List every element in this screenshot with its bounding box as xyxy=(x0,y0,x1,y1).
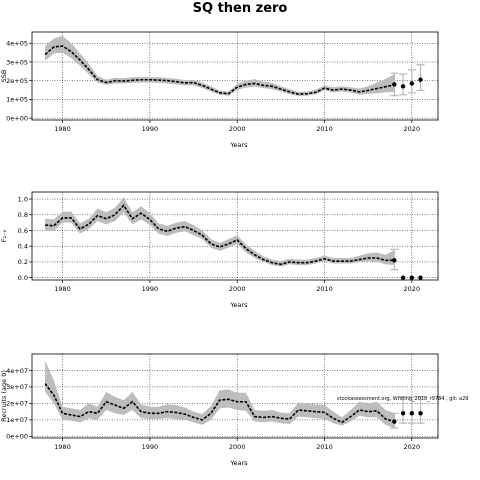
y-tick-label: 0e+00 xyxy=(6,114,28,122)
x-tick-label: 2020 xyxy=(404,285,421,293)
y-tick-label: 3e+05 xyxy=(6,58,28,66)
estimate-line xyxy=(44,383,395,424)
x-axis-label: Years xyxy=(229,301,248,309)
y-axis-label: F₂₋₆ xyxy=(0,229,8,242)
y-tick-label: 2e+07 xyxy=(6,400,28,408)
y-axis-label: SSB xyxy=(0,70,8,83)
x-tick-label: 1990 xyxy=(142,443,159,451)
projection-point xyxy=(418,275,423,280)
panel-1: 1980 1990 2000 2010 2020 0e+00 1e+05 2e+05 3e+05… xyxy=(0,31,439,149)
axes-frame xyxy=(31,31,439,121)
y-tick-label: 0e+00 xyxy=(6,433,28,441)
projection-point xyxy=(392,419,397,424)
x-tick-label: 1990 xyxy=(142,285,159,293)
projection-point xyxy=(400,411,406,416)
y-tick-label: 1e+05 xyxy=(6,96,28,104)
y-tick-label: 4e+07 xyxy=(6,367,28,375)
x-tick-label: 1980 xyxy=(54,125,71,133)
y-tick-label: 1e+07 xyxy=(6,416,28,424)
y-tick-label: 0.8 xyxy=(18,211,28,219)
x-tick-label: 2010 xyxy=(316,285,333,293)
x-tick-label: 2000 xyxy=(229,443,246,451)
chart-title: SQ then zero xyxy=(193,1,288,16)
y-tick-label: 2e+05 xyxy=(6,77,28,85)
projection-point xyxy=(409,275,415,280)
x-axis-label: Years xyxy=(229,459,248,467)
x-axis-label: Years xyxy=(229,141,248,149)
chart-annotation: stockassessment.org, Whiting_2018_r9784 … xyxy=(337,396,468,402)
x-tick-label: 2000 xyxy=(229,125,246,133)
projection-point xyxy=(418,77,423,82)
projection-point xyxy=(400,84,406,89)
y-tick-label: 3e+07 xyxy=(6,383,28,391)
estimate-line xyxy=(44,45,395,95)
confidence-band xyxy=(45,35,395,97)
projection-point xyxy=(400,275,406,280)
axes-frame xyxy=(31,191,439,281)
confidence-band xyxy=(45,360,395,429)
x-tick-label: 1980 xyxy=(54,285,71,293)
projection-point xyxy=(392,82,397,87)
y-axis-label: Recruits (age 0) xyxy=(0,370,8,422)
x-tick-label: 2000 xyxy=(229,285,246,293)
x-tick-label: 1980 xyxy=(54,443,71,451)
x-tick-label: 2010 xyxy=(316,125,333,133)
projection-point xyxy=(409,411,415,416)
projection-point xyxy=(418,411,423,416)
y-tick-label: 1.0 xyxy=(18,195,28,203)
projection-point xyxy=(392,258,397,263)
x-tick-label: 1990 xyxy=(142,125,159,133)
axes-frame xyxy=(31,353,439,439)
y-tick-label: 4e+05 xyxy=(6,40,28,48)
y-tick-label: 0.0 xyxy=(18,274,28,282)
x-tick-label: 2020 xyxy=(404,443,421,451)
y-tick-label: 0.4 xyxy=(18,243,28,251)
confidence-band xyxy=(45,197,395,267)
panel-3: 1980 1990 2000 2010 2020 0e+00 1e+07 2e+07 3e+07… xyxy=(0,353,468,467)
x-tick-label: 2010 xyxy=(316,443,333,451)
y-tick-label: 0.2 xyxy=(18,258,28,266)
panel-2: 1980 1990 2000 2010 2020 0.0 0.2 0.4 0.6 0.8 1.0 Ye… xyxy=(0,191,439,309)
x-tick-label: 2020 xyxy=(404,125,421,133)
y-tick-label: 0.6 xyxy=(18,227,28,235)
projection-point xyxy=(409,81,415,86)
